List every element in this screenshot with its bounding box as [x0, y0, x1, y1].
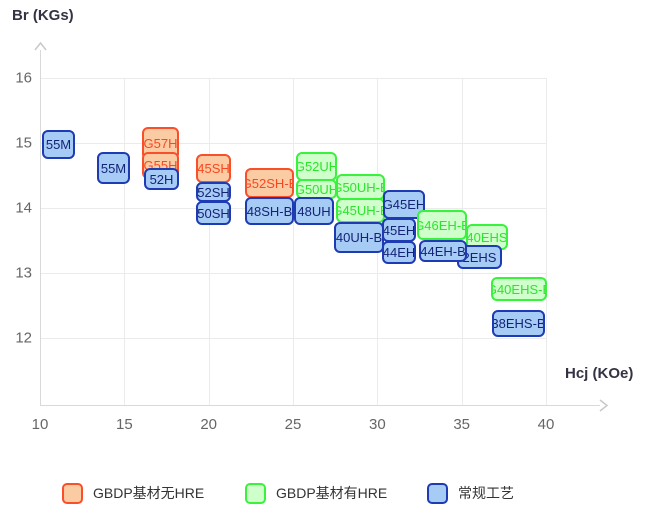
x-axis-tick-label: 40 [537, 416, 555, 433]
legend-item-gbdp-hre[interactable]: GBDP基材有HRE [245, 481, 387, 505]
horizontal-gridline [40, 273, 546, 274]
x-axis-tick-label: 10 [31, 416, 49, 433]
x-axis-tick-label: 25 [284, 416, 302, 433]
vertical-gridline [293, 78, 294, 405]
data-point-box[interactable]: G50UH [296, 179, 337, 199]
vertical-gridline [124, 78, 126, 405]
horizontal-gridline [40, 78, 546, 79]
data-point-box[interactable]: G46EH-B [417, 210, 467, 240]
y-axis-tick-label: 15 [15, 134, 32, 152]
data-point-box[interactable]: 50SH [196, 201, 231, 225]
x-axis-tick-label: 20 [200, 416, 217, 433]
y-axis-arrow-icon [34, 41, 47, 51]
vertical-gridline [546, 78, 547, 405]
data-point-box[interactable]: 52H [144, 168, 179, 190]
legend-label: GBDP基材有HRE [276, 485, 388, 501]
legend-swatch-blue [427, 482, 448, 504]
legend-swatch-green [245, 482, 266, 504]
data-point-box[interactable]: 48SH-B [245, 197, 294, 225]
x-axis-line [40, 405, 600, 406]
y-axis-tick-label: 13 [15, 264, 32, 282]
vertical-gridline [208, 78, 210, 405]
x-axis-tick-label: 35 [453, 416, 471, 433]
data-point-box[interactable]: G52SH-B [245, 168, 294, 198]
x-axis-title: Hcj (KOe) [565, 365, 634, 382]
data-point-box[interactable]: 45EH [382, 218, 416, 242]
legend-label: GBDP基材无HRE [93, 485, 205, 501]
horizontal-gridline [40, 143, 546, 144]
data-point-box[interactable]: G52UH [296, 152, 337, 181]
data-point-box[interactable]: 55M [42, 130, 75, 159]
y-axis-tick-label: 14 [15, 199, 32, 217]
x-axis-arrow-icon [599, 399, 609, 412]
data-point-box[interactable]: 44EH-B [419, 240, 467, 262]
legend-label: 常规工艺 [458, 485, 514, 501]
y-axis-tick-label: 12 [15, 329, 32, 347]
data-point-box[interactable]: 45SH [196, 154, 231, 183]
y-axis-title: Br (KGs) [12, 7, 74, 24]
legend: GBDP基材无HRE GBDP基材有HRE 常规工艺 [0, 481, 645, 509]
x-axis-tick-label: 15 [115, 416, 133, 433]
data-point-box[interactable]: 48UH [294, 197, 334, 225]
data-point-box[interactable]: G50UH-B [336, 174, 385, 200]
data-point-box[interactable]: 40UH-B [334, 222, 384, 253]
legend-item-conventional[interactable]: 常规工艺 [427, 481, 514, 505]
data-point-box[interactable]: G45UH-B [336, 198, 385, 223]
x-axis-tick-label: 30 [368, 416, 386, 433]
legend-swatch-orange [62, 482, 83, 504]
y-axis-line [40, 50, 41, 405]
horizontal-gridline [40, 338, 546, 339]
data-point-box[interactable]: 44EH [382, 241, 416, 264]
legend-item-gbdp-no-hre[interactable]: GBDP基材无HRE [62, 481, 204, 505]
y-axis-tick-label: 16 [15, 69, 32, 87]
data-point-box[interactable]: 55M [97, 152, 130, 184]
data-point-box[interactable]: 38EHS-B [492, 310, 545, 337]
data-point-box[interactable]: G40EHS-B [491, 277, 547, 301]
data-point-box[interactable]: 52SH [196, 182, 231, 202]
